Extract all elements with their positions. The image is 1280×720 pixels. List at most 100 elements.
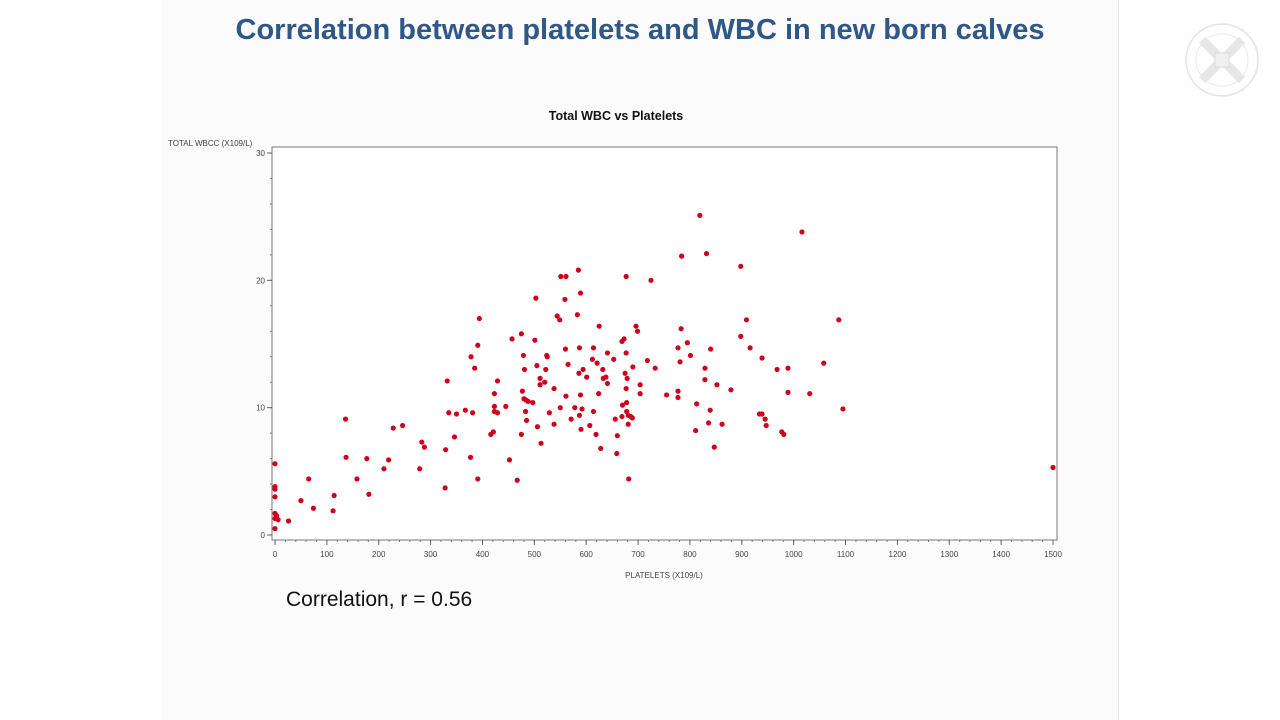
- data-point: [537, 382, 543, 388]
- data-point: [580, 366, 586, 373]
- data-point: [738, 263, 744, 269]
- slide-title: Correlation between platelets and WBC in…: [235, 14, 1045, 46]
- data-point: [534, 424, 541, 430]
- data-point: [467, 454, 474, 460]
- x-tick-label: 1200: [889, 550, 907, 559]
- university-crest-logo: [1185, 23, 1259, 97]
- data-point: [807, 391, 813, 397]
- data-point: [624, 399, 630, 406]
- data-point: [637, 382, 643, 388]
- data-point: [562, 346, 569, 352]
- data-point: [781, 431, 787, 438]
- data-point: [576, 345, 583, 351]
- x-tick-label: 1100: [837, 550, 855, 559]
- data-point: [514, 477, 520, 483]
- data-point: [306, 476, 312, 482]
- data-point: [442, 485, 448, 491]
- data-point: [738, 333, 744, 339]
- data-point: [648, 277, 654, 283]
- data-point: [728, 387, 734, 393]
- data-point: [419, 439, 425, 445]
- data-point: [590, 408, 597, 415]
- data-point: [390, 425, 396, 431]
- data-point: [475, 476, 481, 482]
- data-point: [310, 505, 316, 511]
- data-point: [1050, 464, 1056, 471]
- data-point: [503, 403, 509, 409]
- data-point: [612, 416, 618, 422]
- data-point: [644, 357, 651, 364]
- data-point: [522, 408, 529, 415]
- x-tick-label: 1000: [785, 550, 803, 559]
- data-point: [630, 364, 636, 370]
- data-point: [634, 328, 641, 334]
- data-point: [565, 361, 571, 367]
- data-point: [759, 411, 765, 417]
- data-point: [702, 365, 708, 371]
- data-point: [523, 417, 530, 423]
- data-point: [621, 336, 627, 342]
- data-point: [575, 267, 582, 273]
- data-point: [272, 486, 278, 492]
- data-point: [675, 388, 681, 394]
- x-tick-label: 600: [580, 550, 594, 559]
- data-point: [490, 429, 496, 435]
- data-point: [533, 295, 539, 301]
- x-tick-label: 700: [631, 550, 645, 559]
- data-point: [706, 420, 712, 426]
- x-tick-label: 800: [683, 550, 697, 559]
- data-point: [537, 375, 543, 381]
- data-point: [702, 377, 708, 383]
- data-point: [468, 354, 474, 360]
- data-point: [298, 498, 304, 504]
- data-point: [551, 385, 557, 392]
- data-point: [679, 253, 685, 259]
- data-point: [563, 393, 569, 399]
- data-point: [821, 360, 827, 366]
- data-point: [443, 447, 449, 453]
- data-point: [678, 326, 684, 332]
- data-point: [600, 366, 606, 373]
- data-point: [568, 416, 574, 422]
- data-point: [538, 440, 544, 446]
- data-point: [521, 366, 528, 373]
- data-point: [697, 212, 703, 218]
- data-point: [472, 365, 478, 371]
- data-point: [366, 491, 372, 497]
- data-point: [576, 370, 582, 376]
- data-point: [417, 466, 423, 472]
- data-point: [762, 416, 768, 422]
- data-point: [622, 370, 628, 376]
- data-point: [774, 366, 780, 373]
- data-point: [399, 422, 406, 429]
- data-point: [331, 492, 337, 499]
- data-point: [587, 422, 593, 429]
- chart-title: Total WBC vs Platelets: [549, 109, 684, 123]
- data-point: [554, 313, 560, 319]
- data-point: [675, 394, 681, 401]
- data-point: [272, 494, 278, 500]
- data-point: [594, 360, 600, 366]
- data-point: [494, 378, 501, 384]
- data-point: [623, 385, 629, 392]
- data-point: [614, 450, 620, 457]
- data-point: [532, 337, 538, 343]
- x-tick-label: 100: [320, 550, 334, 559]
- data-point: [518, 431, 524, 438]
- data-point: [623, 273, 629, 280]
- data-point: [578, 426, 584, 432]
- data-point: [763, 422, 769, 429]
- x-tick-label: 300: [424, 550, 438, 559]
- data-point: [534, 363, 540, 369]
- x-tick-label: 900: [735, 550, 749, 559]
- data-point: [542, 379, 548, 385]
- y-tick-label: 10: [256, 404, 265, 413]
- x-tick-label: 1300: [940, 550, 958, 559]
- data-point: [462, 407, 468, 413]
- data-point: [563, 273, 569, 280]
- data-point: [343, 454, 349, 460]
- left-margin: [0, 0, 163, 720]
- data-point: [629, 415, 635, 421]
- data-point: [525, 398, 531, 404]
